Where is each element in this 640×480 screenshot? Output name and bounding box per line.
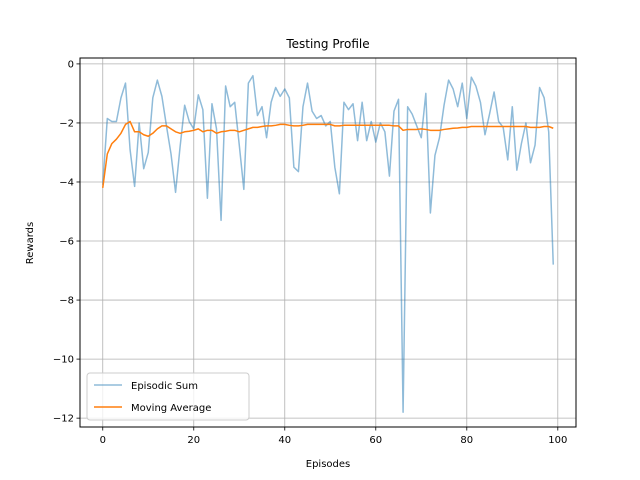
series-line-moving-average [102, 120, 554, 188]
x-axis-label: Episodes [306, 459, 350, 470]
y-axis-label: Rewards [25, 222, 36, 264]
y-tick-label: 0 [68, 59, 74, 70]
y-tick-label: −10 [53, 355, 74, 366]
x-tick-label: 40 [278, 435, 291, 446]
y-tick-label: −4 [59, 177, 74, 188]
chart-title: Testing Profile [285, 37, 369, 51]
legend-label-moving-average: Moving Average [131, 403, 211, 414]
x-tick-label: 100 [548, 435, 567, 446]
legend: Episodic Sum Moving Average [86, 372, 250, 421]
y-tick-label: −2 [59, 118, 74, 129]
legend-label-episodic-sum: Episodic Sum [131, 381, 198, 392]
y-axis: 0 −2 −4 −6 −8 −10 −12 [53, 59, 80, 425]
x-axis: 0 20 40 60 80 100 [100, 427, 567, 446]
legend-box [86, 372, 250, 421]
y-tick-label: −8 [59, 296, 74, 307]
x-tick-label: 20 [187, 435, 200, 446]
grid [80, 58, 576, 427]
y-tick-label: −6 [59, 237, 74, 248]
x-tick-label: 80 [460, 435, 473, 446]
plot-frame [79, 57, 577, 428]
series-layer [102, 74, 554, 413]
x-tick-label: 0 [100, 435, 106, 446]
y-tick-label: −12 [53, 414, 74, 425]
x-tick-label: 60 [369, 435, 382, 446]
